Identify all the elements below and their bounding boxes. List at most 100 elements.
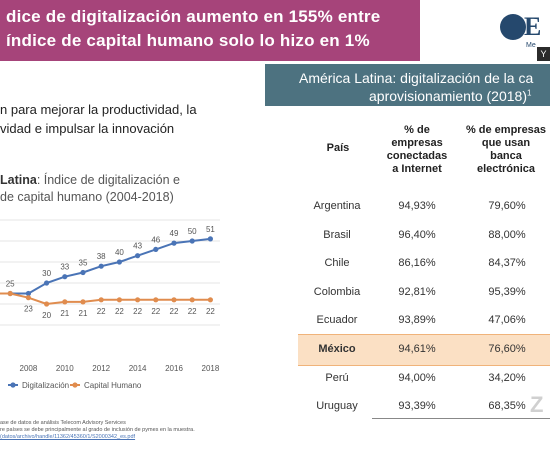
footnote-line1: ase de datos de análisis Telecom Advisor… <box>0 420 126 426</box>
table-cell-country: Chile <box>324 257 350 270</box>
data-point <box>25 295 31 301</box>
data-point <box>7 290 13 297</box>
data-label: 35 <box>79 259 88 268</box>
data-point <box>135 253 141 259</box>
table-cell-country: Argentina <box>313 200 361 212</box>
logo-letter: E <box>524 12 542 41</box>
footnote-link[interactable]: (datos/archivo/handle/11362/45360/1/S200… <box>0 434 136 440</box>
legend-label: Capital Humano <box>84 381 142 390</box>
table-cell-internet: 94,61% <box>398 343 436 355</box>
highlighted-row <box>298 334 550 366</box>
table-cell-banking: 95,39% <box>488 285 526 298</box>
data-label: 33 <box>60 263 69 272</box>
chart-legend: Digitalización Capital Humano <box>8 381 142 390</box>
legend-marker <box>10 382 16 388</box>
legend-marker <box>72 382 78 388</box>
data-label: 22 <box>133 307 142 316</box>
intro-text: n para mejorar la productividad, la vida… <box>0 100 197 138</box>
data-label: 22 <box>206 307 215 316</box>
data-point <box>207 297 213 303</box>
chart-title-line2: de capital humano (2004-2018) <box>0 190 174 204</box>
series-line-digitalizacion <box>0 237 211 295</box>
table-cell-banking: 68,35% <box>488 400 526 413</box>
data-point <box>171 240 177 246</box>
x-tick-label: 2010 <box>56 364 74 373</box>
table-cell-banking: 34,20% <box>488 371 526 384</box>
table-cell-country: México <box>318 343 356 355</box>
chart-data-labels: 25 30 33 35 38 40 43 46 49 50 51 23 20 21 21 22 22 22 22 22… <box>6 225 216 320</box>
intro-line2: vidad e impulsar la innovación <box>0 121 175 136</box>
table-cell-country: Ecuador <box>316 314 358 327</box>
slide-title-line1: dice de digitalización aumento en 155% e… <box>6 7 381 26</box>
logo-subtext: Me <box>526 42 536 49</box>
data-label: 20 <box>42 311 51 320</box>
chart-title: Latina: Índice de digitalización e de ca… <box>0 172 180 206</box>
table-cell-banking: 84,37% <box>488 257 526 270</box>
data-label: 51 <box>206 225 215 234</box>
intro-line1: n para mejorar la productividad, la <box>0 102 197 117</box>
data-label: 30 <box>42 269 51 278</box>
data-label: 21 <box>60 309 69 318</box>
data-label: 50 <box>188 227 197 236</box>
slide-title-line2: índice de capital humano solo lo hizo en… <box>6 31 370 50</box>
data-point <box>207 236 213 242</box>
slide-title-band: dice de digitalización aumento en 155% e… <box>0 0 420 61</box>
chart-x-axis: 2008 2010 2012 2014 2016 2018 <box>20 364 220 373</box>
data-point <box>25 290 31 297</box>
data-point <box>44 301 50 307</box>
data-point <box>116 297 122 303</box>
table-cell-internet: 96,40% <box>398 228 436 241</box>
data-point <box>153 297 159 303</box>
line-chart: 25 30 33 35 38 40 43 46 49 50 51 23 20 21 21 22 22 22 22 22… <box>0 219 220 390</box>
data-point <box>62 299 68 305</box>
data-point <box>153 246 159 252</box>
data-label: 43 <box>133 242 142 251</box>
watermark-icon: Z <box>530 392 544 417</box>
x-tick-label: 2014 <box>129 364 147 373</box>
table-cell-internet: 93,39% <box>398 400 436 413</box>
data-label: 40 <box>115 248 124 257</box>
chart-title-rest: : Índice de digitalización e <box>36 173 180 187</box>
data-point <box>62 274 68 280</box>
data-label: 25 <box>6 280 15 289</box>
table-cell-internet: 92,81% <box>398 285 436 298</box>
data-point <box>116 259 122 265</box>
table-cell-internet: 86,16% <box>398 257 436 270</box>
table-cell-country: Brasil <box>323 228 351 241</box>
table-cell-internet: 94,93% <box>398 200 436 212</box>
data-label: 22 <box>115 307 124 316</box>
x-tick-label: 2018 <box>202 364 220 373</box>
table-header-line2: aprovisionamiento (2018)1 <box>369 88 532 104</box>
globe-icon <box>500 14 526 40</box>
data-point <box>135 297 141 303</box>
table-header-band: América Latina: digitalización de la ca … <box>265 64 550 106</box>
column-header-banking: % de empresas que usan banca electrónica <box>465 124 547 175</box>
data-label: 22 <box>170 307 179 316</box>
table-cell-banking: 79,60% <box>488 200 526 212</box>
data-point <box>171 297 177 303</box>
table-cell-country: Colombia <box>313 285 361 298</box>
data-point <box>98 297 104 303</box>
corner-tag: Y <box>537 47 550 61</box>
chart-series <box>0 236 213 307</box>
table-cell-banking: 47,06% <box>488 314 526 327</box>
data-point <box>189 238 195 244</box>
x-tick-label: 2012 <box>92 364 110 373</box>
x-tick-label: 2008 <box>20 364 38 373</box>
x-tick-label: 2016 <box>165 364 183 373</box>
table-bottom-rule <box>372 418 550 419</box>
column-header-internet: % de empresas conectadas a Internet <box>386 124 448 175</box>
chart-title-bold: Latina <box>0 173 37 187</box>
data-label: 22 <box>188 307 197 316</box>
data-label: 21 <box>79 309 88 318</box>
table-cell-internet: 93,89% <box>398 314 436 327</box>
table-cell-country: Perú <box>325 371 349 384</box>
data-label: 23 <box>24 305 33 314</box>
data-point <box>189 297 195 303</box>
organization-logo: E Me <box>495 12 550 49</box>
table-cell-banking: 88,00% <box>488 228 526 241</box>
table-cell-banking: 76,60% <box>488 343 526 355</box>
data-point <box>80 269 86 276</box>
table-cell-country: Uruguay <box>316 400 358 413</box>
table-cell-internet: 94,00% <box>398 371 436 384</box>
